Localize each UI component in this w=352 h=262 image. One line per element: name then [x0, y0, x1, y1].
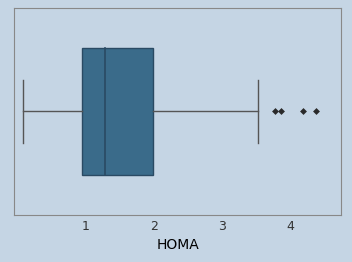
FancyBboxPatch shape: [82, 48, 152, 174]
X-axis label: HOMA: HOMA: [156, 238, 199, 252]
